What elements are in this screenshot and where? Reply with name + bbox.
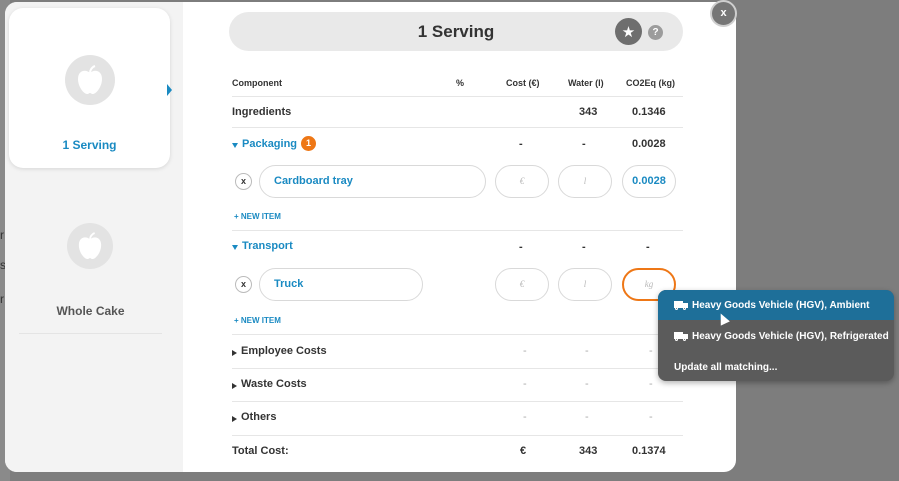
packaging-water: - bbox=[582, 138, 586, 150]
employee-costs-row[interactable]: Employee Costs - - - bbox=[232, 335, 683, 369]
packaging-label: Packaging bbox=[242, 137, 298, 150]
packaging-co2: 0.0028 bbox=[632, 138, 666, 150]
others-co2: - bbox=[649, 411, 653, 423]
packaging-toggle[interactable]: Packaging 1 bbox=[232, 136, 317, 151]
active-card-indicator bbox=[167, 84, 172, 96]
column-header-component: Component bbox=[232, 78, 282, 88]
transport-toggle[interactable]: Transport bbox=[232, 240, 293, 252]
transport-new-item-button[interactable]: + NEW ITEM bbox=[234, 316, 281, 325]
total-label: Total Cost: bbox=[232, 445, 289, 457]
dropdown-option-update-all[interactable]: Update all matching... bbox=[658, 352, 894, 381]
composition-panel: 1 Serving ★ ? Component % Cost (€) Water… bbox=[183, 2, 736, 472]
employee-costs-cost: - bbox=[523, 345, 527, 357]
chevron-right-icon bbox=[232, 382, 237, 389]
header-bar: 1 Serving ★ ? bbox=[229, 12, 683, 51]
chevron-down-icon bbox=[232, 245, 238, 250]
column-header-water: Water (l) bbox=[568, 78, 604, 88]
others-cost: - bbox=[523, 411, 527, 423]
ingredients-water: 343 bbox=[579, 106, 598, 118]
table-header-row: Component % Cost (€) Water (l) CO2Eq (kg… bbox=[232, 72, 683, 97]
total-co2: 0.1374 bbox=[632, 445, 666, 457]
serving-card-label: 1 Serving bbox=[62, 138, 117, 152]
truck-icon bbox=[674, 300, 688, 310]
serving-card-label: Whole Cake bbox=[56, 304, 125, 318]
chevron-right-icon bbox=[232, 349, 237, 356]
star-icon: ★ bbox=[621, 23, 636, 41]
packaging-item-co2-input[interactable]: 0.0028 bbox=[622, 165, 676, 198]
backdrop-text: r bbox=[0, 292, 4, 306]
transport-co2: - bbox=[646, 241, 650, 253]
truck-icon bbox=[674, 331, 688, 341]
others-toggle[interactable]: Others bbox=[232, 411, 276, 423]
column-header-co2: CO2Eq (kg) bbox=[626, 78, 676, 88]
waste-costs-co2: - bbox=[649, 378, 653, 390]
column-header-cost: Cost (€) bbox=[506, 78, 540, 88]
transport-label: Transport bbox=[242, 240, 293, 252]
dropdown-option-hgv-ambient[interactable]: Heavy Goods Vehicle (HGV), Ambient bbox=[658, 290, 894, 320]
transport-water: - bbox=[582, 241, 586, 253]
favorite-button[interactable]: ★ bbox=[615, 18, 642, 45]
dropdown-option-label: Heavy Goods Vehicle (HGV), Refrigerated bbox=[692, 330, 889, 342]
apple-icon bbox=[67, 223, 113, 269]
dropdown-option-label: Heavy Goods Vehicle (HGV), Ambient bbox=[692, 299, 870, 311]
page-title: 1 Serving bbox=[417, 22, 495, 41]
serving-sidebar: 1 Serving Whole Cake bbox=[5, 2, 183, 472]
waste-costs-cost: - bbox=[523, 378, 527, 390]
packaging-item-water-input[interactable]: l bbox=[558, 165, 612, 198]
total-cost: € bbox=[520, 445, 527, 457]
apple-icon bbox=[65, 55, 115, 105]
employee-costs-label: Employee Costs bbox=[241, 345, 327, 357]
column-header-percent: % bbox=[456, 78, 465, 88]
backdrop-text: r bbox=[0, 228, 4, 242]
waste-costs-label: Waste Costs bbox=[241, 378, 307, 390]
packaging-cost: - bbox=[519, 138, 523, 150]
waste-costs-toggle[interactable]: Waste Costs bbox=[232, 378, 307, 390]
packaging-section: Packaging 1 - - 0.0028 x Cardboard tray … bbox=[232, 128, 683, 231]
employee-costs-toggle[interactable]: Employee Costs bbox=[232, 345, 327, 357]
others-label: Others bbox=[241, 411, 277, 423]
total-row: Total Cost: € 343 0.1374 bbox=[232, 436, 683, 468]
packaging-count-badge: 1 bbox=[301, 136, 317, 151]
transport-cost: - bbox=[519, 241, 523, 253]
total-water: 343 bbox=[579, 445, 598, 457]
employee-costs-water: - bbox=[585, 345, 589, 357]
transport-item-name-input[interactable]: Truck bbox=[259, 268, 423, 301]
packaging-new-item-button[interactable]: + NEW ITEM bbox=[234, 212, 281, 221]
ingredients-label: Ingredients bbox=[232, 106, 292, 118]
ingredients-row: Ingredients 343 0.1346 bbox=[232, 97, 683, 128]
remove-item-button[interactable]: x bbox=[235, 173, 252, 190]
employee-costs-co2: - bbox=[649, 345, 653, 357]
others-row[interactable]: Others - - - bbox=[232, 402, 683, 436]
dropdown-option-hgv-refrigerated[interactable]: Heavy Goods Vehicle (HGV), Refrigerated bbox=[658, 321, 894, 351]
remove-item-button[interactable]: x bbox=[235, 276, 252, 293]
backdrop-text: s bbox=[0, 258, 6, 272]
waste-costs-water: - bbox=[585, 378, 589, 390]
waste-costs-row[interactable]: Waste Costs - - - bbox=[232, 369, 683, 402]
transport-suggestion-dropdown: Heavy Goods Vehicle (HGV), Ambient Heavy… bbox=[658, 290, 894, 381]
dropdown-option-label: Update all matching... bbox=[674, 361, 778, 373]
transport-section: Transport - - - x Truck € l kg + NEW ITE… bbox=[232, 231, 683, 335]
packaging-item-name-input[interactable]: Cardboard tray bbox=[259, 165, 486, 198]
serving-card-1-serving[interactable]: 1 Serving bbox=[9, 8, 170, 168]
serving-card-whole-cake[interactable]: Whole Cake bbox=[19, 177, 162, 334]
help-button[interactable]: ? bbox=[648, 25, 663, 40]
chevron-right-icon bbox=[232, 415, 237, 422]
ingredients-co2: 0.1346 bbox=[632, 106, 666, 118]
others-water: - bbox=[585, 411, 589, 423]
chevron-down-icon bbox=[232, 142, 238, 148]
transport-item-water-input[interactable]: l bbox=[558, 268, 612, 301]
transport-item-cost-input[interactable]: € bbox=[495, 268, 549, 301]
packaging-item-cost-input[interactable]: € bbox=[495, 165, 549, 198]
composition-modal: 1 Serving Whole Cake 1 Serving ★ ? Compo… bbox=[5, 2, 736, 472]
close-modal-button[interactable]: x bbox=[710, 0, 737, 27]
